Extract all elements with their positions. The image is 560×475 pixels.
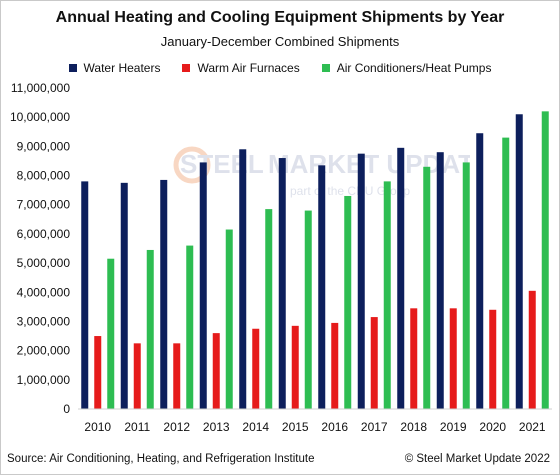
bar-warm-air-furnaces-2021 [528, 290, 536, 409]
bar-air-conditioners-heat-pumps-2018 [423, 166, 431, 409]
x-tick-label: 2010 [84, 420, 111, 434]
bar-air-conditioners-heat-pumps-2019 [462, 162, 470, 409]
bar-water-heaters-2016 [318, 165, 326, 409]
bar-warm-air-furnaces-2019 [449, 308, 457, 409]
bar-air-conditioners-heat-pumps-2011 [146, 249, 154, 409]
chart-subtitle: January-December Combined Shipments [160, 34, 400, 49]
x-tick-label: 2012 [163, 420, 190, 434]
legend-swatch [321, 64, 330, 72]
bar-water-heaters-2011 [120, 182, 128, 409]
x-tick-label: 2021 [519, 420, 546, 434]
chart-title: Annual Heating and Cooling Equipment Shi… [55, 9, 505, 26]
bar-warm-air-furnaces-2020 [489, 309, 497, 409]
bar-warm-air-furnaces-2015 [291, 325, 299, 409]
y-tick-label: 2,000,000 [17, 344, 71, 358]
legend-label: Air Conditioners/Heat Pumps [336, 61, 492, 75]
bar-warm-air-furnaces-2016 [331, 322, 339, 409]
y-tick-label: 10,000,000 [10, 110, 70, 124]
y-axis: 0 1,000,000 2,000,000 3,000,000 4,000,000 5,0… [10, 81, 70, 416]
y-tick-label: 11,000,000 [11, 81, 70, 95]
x-axis: 2010 2011 2012 2013 2014 2015 2016 2017 2018 2019… [78, 408, 552, 434]
x-tick-label: 2017 [361, 420, 388, 434]
x-tick-label: 2014 [242, 420, 269, 434]
bar-air-conditioners-heat-pumps-2013 [225, 229, 233, 409]
bar-warm-air-furnaces-2018 [410, 308, 418, 409]
x-tick-label: 2018 [400, 420, 427, 434]
y-tick-label: 9,000,000 [17, 139, 71, 153]
x-tick-label: 2015 [282, 420, 309, 434]
bar-air-conditioners-heat-pumps-2017 [383, 181, 391, 409]
y-tick-label: 8,000,000 [17, 169, 71, 183]
bar-warm-air-furnaces-2011 [133, 343, 141, 409]
bar-air-conditioners-heat-pumps-2014 [265, 209, 273, 409]
y-tick-label: 7,000,000 [17, 198, 71, 212]
legend-swatch [182, 64, 191, 72]
bar-warm-air-furnaces-2010 [94, 336, 102, 409]
bar-water-heaters-2015 [278, 158, 286, 409]
legend-label: Water Heaters [83, 61, 161, 75]
y-tick-label: 4,000,000 [17, 285, 71, 299]
x-tick-label: 2016 [321, 420, 348, 434]
bar-air-conditioners-heat-pumps-2012 [186, 245, 194, 409]
bar-water-heaters-2021 [515, 114, 523, 409]
legend-item-warm-air-furnaces: Warm Air Furnaces [182, 61, 300, 75]
chart-legend: Water Heaters Warm Air Furnaces Air Cond… [0, 61, 560, 75]
bar-water-heaters-2017 [357, 153, 365, 409]
y-tick-label: 3,000,000 [17, 314, 71, 328]
legend-label: Warm Air Furnaces [197, 61, 300, 75]
y-tick-label: 6,000,000 [17, 227, 71, 241]
bar-air-conditioners-heat-pumps-2016 [344, 195, 352, 409]
bar-air-conditioners-heat-pumps-2010 [107, 258, 115, 409]
x-tick-label: 2013 [203, 420, 230, 434]
bar-air-conditioners-heat-pumps-2015 [304, 210, 312, 409]
bar-warm-air-furnaces-2014 [252, 328, 260, 409]
legend-item-air-conditioners: Air Conditioners/Heat Pumps [321, 61, 492, 75]
y-tick-label: 0 [63, 402, 70, 416]
y-tick-label: 1,000,000 [17, 373, 71, 387]
bar-warm-air-furnaces-2017 [370, 317, 378, 409]
bar-air-conditioners-heat-pumps-2020 [502, 137, 510, 410]
bar-warm-air-furnaces-2013 [212, 333, 220, 409]
bar-water-heaters-2019 [436, 152, 444, 409]
bar-water-heaters-2012 [160, 179, 168, 409]
x-tick-label: 2020 [479, 420, 506, 434]
x-tick-label: 2019 [440, 420, 467, 434]
bars [81, 111, 549, 410]
source-note: Source: Air Conditioning, Heating, and R… [7, 453, 315, 465]
bar-warm-air-furnaces-2012 [173, 343, 181, 409]
x-tick-label: 2011 [124, 420, 150, 434]
bar-water-heaters-2020 [476, 133, 484, 409]
bar-water-heaters-2014 [239, 149, 247, 410]
bar-air-conditioners-heat-pumps-2021 [541, 111, 549, 409]
bar-water-heaters-2018 [397, 147, 405, 409]
bar-water-heaters-2010 [81, 181, 89, 409]
bar-water-heaters-2013 [199, 162, 207, 409]
legend-item-water-heaters: Water Heaters [68, 61, 161, 75]
copyright-note: © Steel Market Update 2022 [404, 453, 550, 465]
legend-swatch [68, 64, 77, 72]
y-tick-label: 5,000,000 [17, 256, 71, 270]
